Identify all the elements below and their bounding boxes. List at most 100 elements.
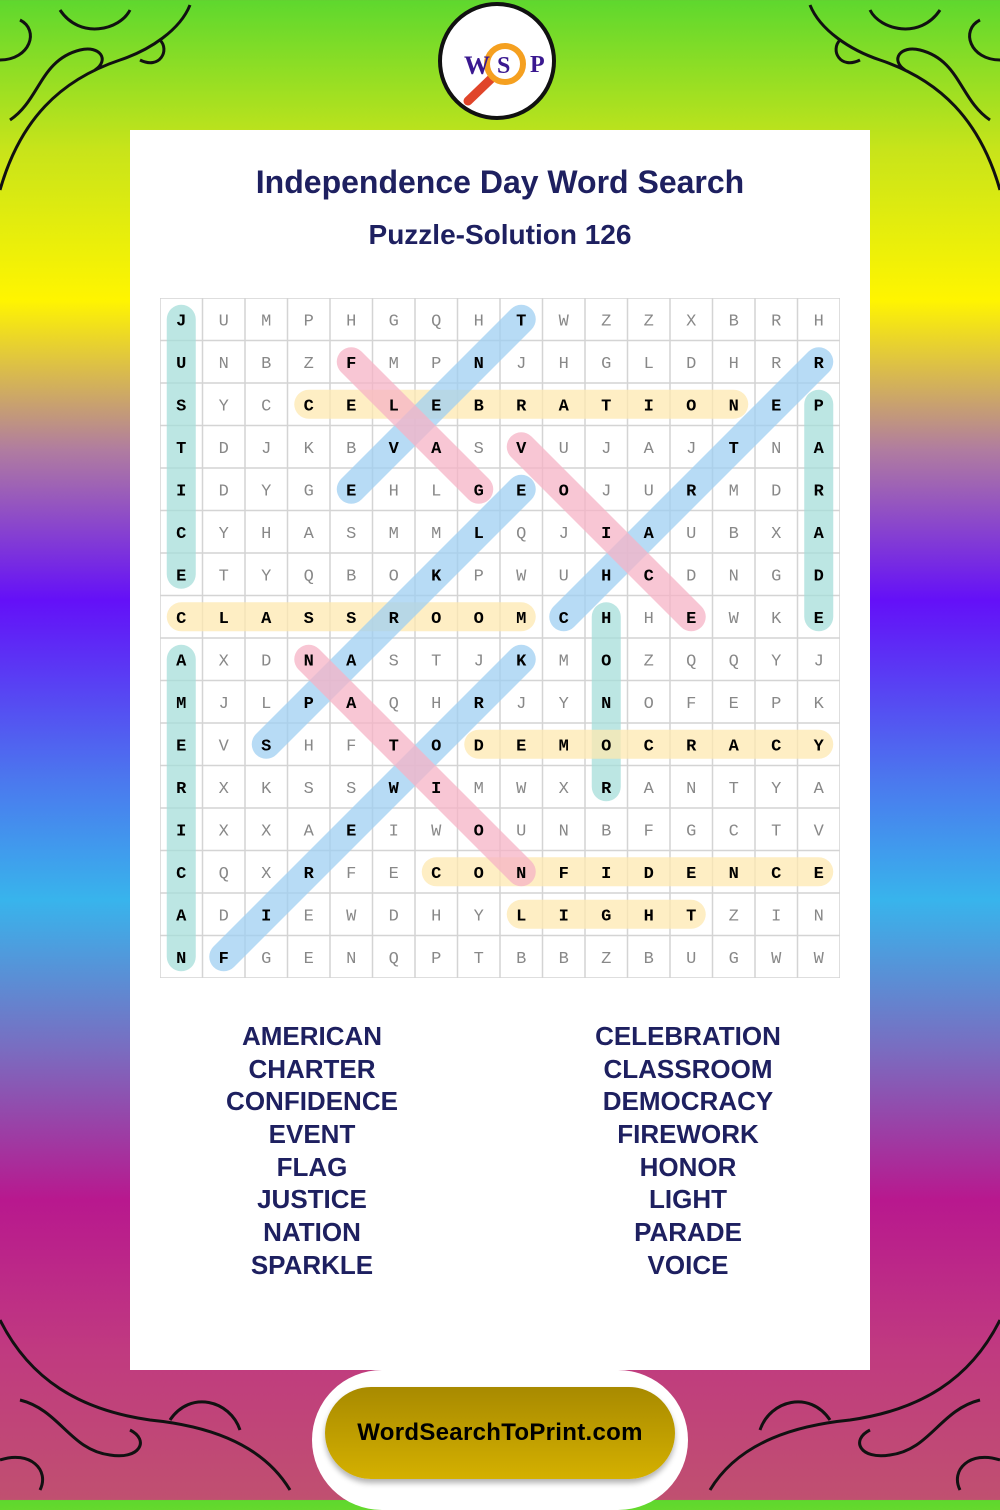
grid-letter: O bbox=[559, 482, 569, 501]
grid-letter: J bbox=[686, 440, 696, 459]
word-list-item: EVENT bbox=[268, 1119, 356, 1150]
grid-letter: A bbox=[814, 780, 825, 799]
word-list-item: DEMOCRACY bbox=[602, 1086, 774, 1117]
grid-letter: A bbox=[814, 440, 825, 459]
grid-letter: R bbox=[389, 610, 400, 629]
grid-letter: I bbox=[601, 525, 611, 544]
grid-letter: J bbox=[474, 652, 484, 671]
grid-letter: S bbox=[304, 610, 314, 629]
grid-letter: W bbox=[516, 780, 527, 799]
grid-letter: R bbox=[176, 780, 187, 799]
grid-letter: N bbox=[346, 950, 356, 969]
grid-letter: B bbox=[559, 950, 569, 969]
grid-letter: H bbox=[431, 907, 441, 926]
grid-letter: L bbox=[431, 482, 441, 501]
grid-letter: Y bbox=[261, 482, 271, 501]
grid-letter: D bbox=[219, 440, 229, 459]
grid-letter: W bbox=[771, 950, 782, 969]
grid-letter: V bbox=[389, 440, 400, 459]
word-list-item: PARADE bbox=[634, 1217, 742, 1248]
grid-letter: T bbox=[771, 822, 781, 841]
site-link-button[interactable]: WordSearchToPrint.com bbox=[325, 1387, 675, 1479]
grid-letter: U bbox=[219, 312, 229, 331]
grid-letter: E bbox=[516, 482, 526, 501]
grid-letter: I bbox=[601, 865, 611, 884]
magnifier-icon bbox=[484, 43, 526, 85]
grid-letter: O bbox=[474, 610, 484, 629]
grid-letter: E bbox=[389, 865, 399, 884]
grid-letter: W bbox=[559, 312, 570, 331]
grid-letter: U bbox=[686, 525, 696, 544]
grid-letter: Q bbox=[219, 865, 229, 884]
grid-letter: L bbox=[261, 695, 271, 714]
grid-letter: Z bbox=[644, 312, 654, 331]
grid-letter: O bbox=[686, 397, 696, 416]
grid-letter: O bbox=[644, 695, 654, 714]
grid-letter: B bbox=[644, 950, 654, 969]
grid-letter: S bbox=[346, 525, 356, 544]
grid-letter: A bbox=[261, 610, 272, 629]
grid-letter: Y bbox=[474, 907, 484, 926]
word-list-item: JUSTICE bbox=[257, 1184, 367, 1215]
grid-letter: D bbox=[219, 907, 229, 926]
grid-letter: B bbox=[261, 355, 271, 374]
grid-letter: S bbox=[389, 652, 399, 671]
grid-letter: E bbox=[176, 567, 186, 586]
grid-letter: O bbox=[601, 652, 611, 671]
grid-letter: K bbox=[304, 440, 315, 459]
grid-letter: N bbox=[516, 865, 526, 884]
grid-letter: A bbox=[644, 525, 655, 544]
grid-letter: Z bbox=[601, 312, 611, 331]
grid-letter: B bbox=[346, 440, 356, 459]
grid-letter: O bbox=[431, 610, 441, 629]
grid-letter: D bbox=[771, 482, 781, 501]
grid-letter: W bbox=[729, 610, 740, 629]
grid-letter: T bbox=[516, 312, 526, 331]
grid-letter: N bbox=[219, 355, 229, 374]
grid-letter: A bbox=[346, 695, 357, 714]
grid-letter: W bbox=[346, 907, 357, 926]
grid-letter: Z bbox=[601, 950, 611, 969]
grid-letter: R bbox=[686, 737, 697, 756]
grid-letter: B bbox=[516, 950, 526, 969]
grid-letter: H bbox=[431, 695, 441, 714]
grid-letter: H bbox=[729, 355, 739, 374]
grid-letter: M bbox=[559, 652, 569, 671]
solution-highlight-firework bbox=[209, 644, 536, 972]
corner-ornament-bottom-right bbox=[708, 1319, 1000, 1491]
grid-letter: K bbox=[771, 610, 782, 629]
grid-letter: K bbox=[814, 695, 825, 714]
grid-letter: B bbox=[346, 567, 356, 586]
grid-letter: H bbox=[389, 482, 399, 501]
grid-letter: P bbox=[431, 355, 441, 374]
word-list-item: SPARKLE bbox=[250, 1249, 374, 1280]
grid-letter: A bbox=[176, 652, 187, 671]
grid-letter: J bbox=[219, 695, 229, 714]
logo-letter-w: W bbox=[464, 51, 490, 80]
grid-letter: P bbox=[771, 695, 781, 714]
grid-letter: P bbox=[814, 397, 824, 416]
grid-letter: Y bbox=[814, 737, 825, 756]
word-list-item: FIREWORK bbox=[617, 1119, 759, 1150]
grid-letter: C bbox=[176, 610, 186, 629]
grid-letter: L bbox=[516, 907, 526, 926]
grid-letter: P bbox=[304, 695, 314, 714]
grid-letter: K bbox=[516, 652, 527, 671]
grid-letter: E bbox=[346, 822, 356, 841]
grid-letter: M bbox=[261, 312, 271, 331]
grid-letter: T bbox=[729, 440, 739, 459]
grid-letter: J bbox=[559, 525, 569, 544]
grid-letter: N bbox=[729, 567, 739, 586]
grid-letter: Q bbox=[304, 567, 314, 586]
corner-ornament-top-left bbox=[0, 4, 192, 191]
grid-letter: L bbox=[219, 610, 229, 629]
grid-letter: T bbox=[389, 737, 399, 756]
grid-letter: H bbox=[601, 567, 611, 586]
grid-letter: A bbox=[644, 440, 655, 459]
grid-letter: G bbox=[686, 822, 696, 841]
grid-letter: D bbox=[814, 567, 824, 586]
grid-letter: F bbox=[346, 355, 356, 374]
grid-letter: F bbox=[346, 865, 356, 884]
grid-letter: R bbox=[814, 355, 825, 374]
grid-letter: R bbox=[304, 865, 315, 884]
